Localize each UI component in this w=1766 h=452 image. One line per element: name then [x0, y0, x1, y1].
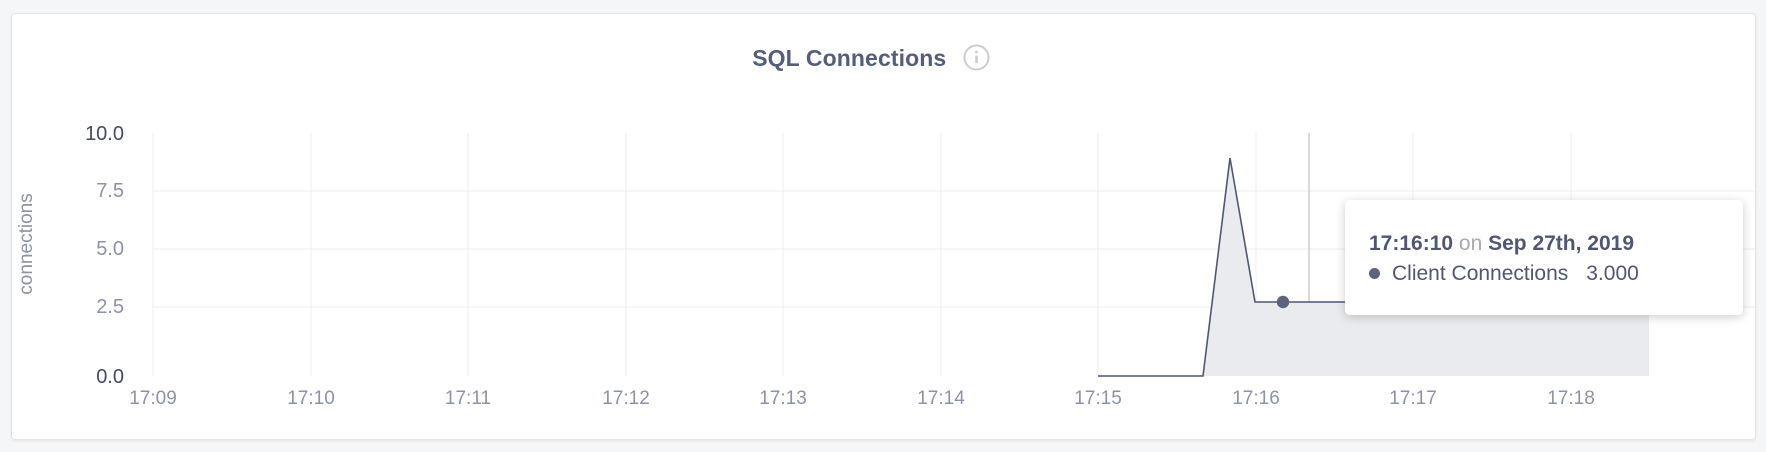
svg-text:17:18: 17:18 [1547, 388, 1595, 409]
svg-text:17:17: 17:17 [1389, 388, 1437, 409]
svg-text:2.5: 2.5 [96, 296, 124, 318]
svg-text:17:09: 17:09 [129, 388, 177, 409]
svg-text:17:16: 17:16 [1232, 388, 1280, 409]
svg-text:17:11: 17:11 [445, 388, 491, 409]
svg-text:17:15: 17:15 [1074, 388, 1122, 409]
svg-text:17:14: 17:14 [917, 388, 965, 409]
svg-text:7.5: 7.5 [96, 180, 124, 202]
svg-text:17:10: 17:10 [287, 388, 335, 409]
svg-text:17:13: 17:13 [759, 388, 807, 409]
svg-text:5.0: 5.0 [96, 238, 124, 260]
svg-text:0.0: 0.0 [96, 366, 124, 388]
svg-text:connections: connections [16, 193, 37, 294]
svg-text:10.0: 10.0 [85, 123, 124, 145]
svg-text:17:12: 17:12 [602, 388, 650, 409]
